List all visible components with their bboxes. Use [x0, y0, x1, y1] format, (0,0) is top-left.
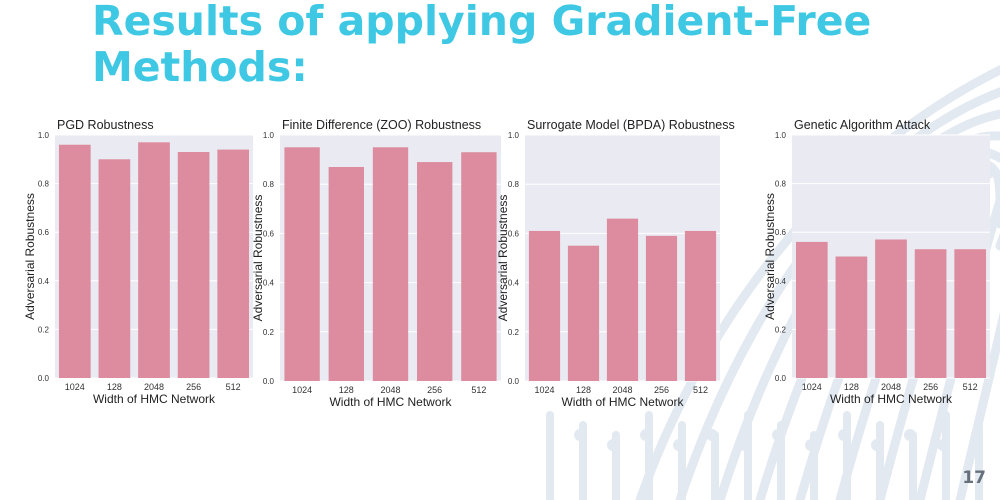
x-tick-label: 256 [427, 385, 442, 395]
x-tick-label: 128 [107, 382, 122, 392]
x-tick-label: 256 [654, 385, 669, 395]
y-axis-label: Adversarial Robustness [763, 193, 777, 320]
x-tick-label: 256 [186, 382, 201, 392]
x-tick-label: 512 [693, 385, 708, 395]
bar-128 [835, 256, 868, 378]
y-tick-label: 1.0 [775, 131, 787, 140]
y-tick-label: 0.8 [775, 180, 787, 189]
slide-title-line-1: Results of applying Gradient-Free [92, 0, 872, 45]
x-tick-label: 1024 [65, 382, 85, 392]
decor-dot [673, 439, 685, 451]
y-tick-label: 0.4 [38, 277, 50, 286]
bar-512 [954, 249, 987, 378]
y-tick-label: 1.0 [38, 131, 50, 140]
y-tick-label: 0.4 [508, 279, 520, 288]
bar-512 [461, 152, 497, 381]
x-axis-label: Width of HMC Network [561, 395, 684, 409]
chart-title: PGD Robustness [57, 118, 154, 132]
chart-pgd-robustness: 0.0 0.2 0.4 0.6 0.8 1.0 1024 128 2048 256 512 PGD R… [23, 118, 253, 406]
decor-arc [635, 65, 1000, 500]
chart-genetic-algorithm-attack: 0.0 0.2 0.4 0.6 0.8 1.0 1024 128 2048 256 512 Genet… [763, 118, 990, 406]
x-tick-label: 2048 [881, 382, 901, 392]
decor-dot [706, 429, 718, 441]
y-tick-label: 1.0 [263, 131, 275, 140]
bar-1024 [58, 144, 91, 378]
y-axis-label: Adversarial Robustness [251, 195, 265, 322]
decor-dot [574, 429, 586, 441]
bar-512 [684, 230, 717, 381]
decor-dot [739, 439, 751, 451]
bar-1024 [528, 230, 561, 381]
y-tick-label: 0.8 [508, 180, 520, 189]
y-tick-label: 0.0 [263, 377, 275, 386]
x-tick-label: 128 [339, 385, 354, 395]
y-tick-label: 0.0 [508, 377, 520, 386]
bar-128 [328, 166, 364, 381]
y-axis-label: Adversarial Robustness [496, 195, 510, 322]
bar-2048 [606, 218, 639, 381]
y-tick-label: 0.6 [775, 228, 787, 237]
bar-1024 [795, 241, 828, 378]
x-axis-label: Width of HMC Network [329, 395, 452, 409]
chart-finite-difference-zoo-robustness: 0.0 0.2 0.4 0.6 0.8 1.0 1024 128 2048 256 512 Finit… [251, 118, 501, 409]
bar-128 [98, 159, 131, 378]
bar-256 [417, 162, 453, 381]
chart-surrogate-model-bpda-robustness: 0.0 0.2 0.4 0.6 0.8 1.0 1024 128 2048 256 512 Surro… [496, 118, 735, 409]
decor-dot [904, 429, 916, 441]
y-tick-label: 0.2 [38, 325, 50, 334]
decor-dot [937, 439, 949, 451]
chart-title: Surrogate Model (BPDA) Robustness [527, 118, 735, 132]
y-tick-label: 0.2 [775, 325, 787, 334]
y-tick-label: 0.2 [508, 328, 520, 337]
y-tick-label: 0.4 [775, 277, 787, 286]
x-tick-label: 1024 [534, 385, 554, 395]
x-tick-label: 1024 [802, 382, 822, 392]
x-tick-label: 1024 [292, 385, 312, 395]
bar-2048 [138, 142, 170, 378]
x-tick-label: 2048 [144, 382, 164, 392]
x-tick-label: 512 [471, 385, 486, 395]
bar-256 [914, 249, 947, 378]
y-tick-label: 0.6 [38, 228, 50, 237]
y-tick-label: 0.8 [263, 180, 275, 189]
decor-arc [955, 232, 1000, 500]
x-tick-label: 512 [226, 382, 241, 392]
decor-dot [805, 439, 817, 451]
y-tick-label: 0.2 [263, 328, 275, 337]
x-tick-label: 128 [576, 385, 591, 395]
y-tick-label: 0.6 [263, 229, 275, 238]
bar-256 [177, 152, 210, 378]
decor-dot [640, 429, 652, 441]
slide-title-line-2: Methods: [92, 43, 308, 91]
x-axis-label: Width of HMC Network [830, 392, 953, 406]
bar-256 [645, 235, 678, 381]
x-tick-label: 2048 [612, 385, 632, 395]
page-number: 17 [962, 468, 986, 488]
y-tick-label: 0.0 [775, 374, 787, 383]
slide-title: Results of applying Gradient-Free Method… [92, 0, 871, 90]
bar-2048 [875, 239, 907, 378]
y-tick-label: 0.8 [38, 180, 50, 189]
decor-dot [871, 439, 883, 451]
chart-title: Genetic Algorithm Attack [794, 118, 931, 132]
x-tick-label: 128 [844, 382, 859, 392]
decor-arc [915, 186, 1000, 500]
bar-2048 [372, 147, 409, 381]
x-axis-label: Width of HMC Network [93, 392, 216, 406]
bar-512 [217, 149, 250, 378]
decor-dot [772, 429, 784, 441]
decor-dot [838, 429, 850, 441]
x-tick-label: 512 [963, 382, 978, 392]
bar-128 [567, 245, 600, 381]
x-tick-label: 2048 [380, 385, 400, 395]
y-tick-label: 0.6 [508, 229, 520, 238]
y-tick-label: 0.4 [263, 279, 275, 288]
decor-dot [607, 439, 619, 451]
chart-title: Finite Difference (ZOO) Robustness [282, 118, 481, 132]
y-tick-label: 1.0 [508, 131, 520, 140]
y-axis-label: Adversarial Robustness [23, 193, 37, 320]
y-tick-label: 0.0 [38, 374, 50, 383]
x-tick-label: 256 [923, 382, 938, 392]
bar-1024 [284, 147, 320, 381]
